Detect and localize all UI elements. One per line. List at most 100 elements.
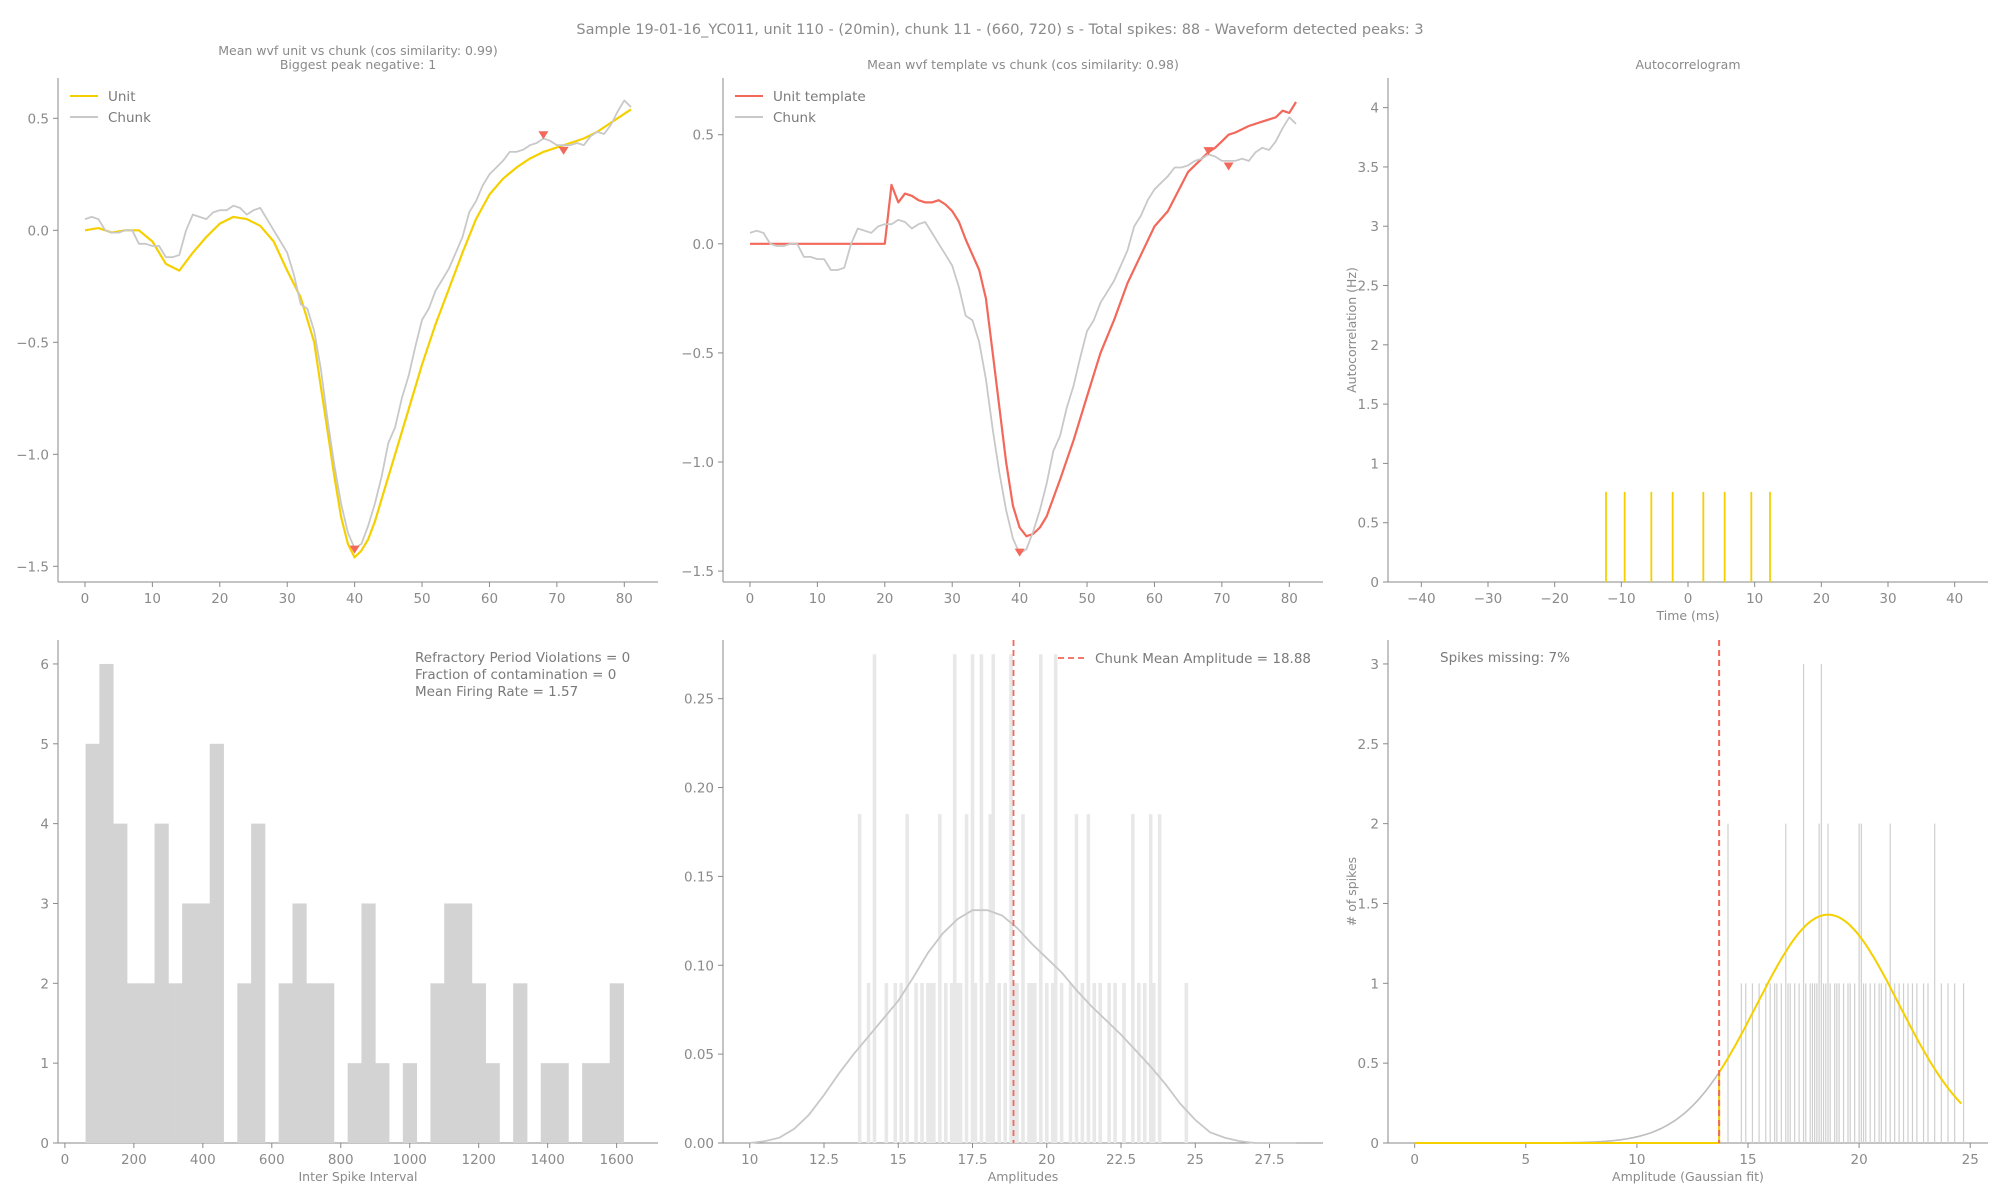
amplitude-bar <box>866 983 871 1143</box>
x-axis-label: Amplitude (Gaussian fit) <box>1612 1169 1764 1184</box>
x-tick-label: 0 <box>81 591 90 607</box>
isi-bar <box>85 743 100 1143</box>
amplitude-bar <box>857 814 862 1143</box>
amplitude-bar <box>905 814 909 1143</box>
y-tick-label: 3.5 <box>1358 160 1379 176</box>
x-tick-label: 25 <box>1187 1152 1204 1168</box>
y-tick-label: 0 <box>1370 575 1379 591</box>
subplot-title: Autocorrelogram <box>1635 57 1740 72</box>
x-tick-label: 800 <box>328 1152 354 1168</box>
amplitude-bar <box>1143 983 1147 1143</box>
isi-bar <box>609 983 624 1143</box>
amplitude-bar <box>1157 814 1162 1143</box>
amplitude-bar <box>1009 654 1013 1143</box>
amplitude-bar <box>1122 983 1126 1143</box>
peak-marker <box>1223 162 1234 171</box>
amplitude-bar <box>1021 814 1025 1143</box>
x-tick-label: 0 <box>746 591 755 607</box>
x-tick-label: −20 <box>1540 591 1569 607</box>
x-tick-label: 20 <box>1851 1152 1868 1168</box>
x-tick-label: 20 <box>211 591 228 607</box>
y-tick-label: 2.5 <box>1358 279 1379 295</box>
isi-bar <box>444 903 459 1143</box>
x-axis-label: Inter Spike Interval <box>299 1169 418 1184</box>
amplitude-bar <box>884 983 889 1143</box>
y-tick-label: 6 <box>40 657 49 673</box>
x-tick-label: 1600 <box>599 1152 633 1168</box>
x-tick-label: 20 <box>1038 1152 1055 1168</box>
series-line-2 <box>84 99 632 550</box>
amplitude-bar <box>1059 983 1064 1143</box>
y-axis-label: Autocorrelation (Hz) <box>1344 267 1359 393</box>
amplitude-bar <box>1113 983 1117 1143</box>
y-tick-label: 0.0 <box>693 237 714 253</box>
amplitude-bar <box>1050 983 1055 1143</box>
isi-bar <box>458 903 473 1143</box>
isi-bar <box>513 983 528 1143</box>
y-tick-label: 0.10 <box>684 958 714 974</box>
x-tick-label: 15 <box>1739 1152 1756 1168</box>
amplitude-bar <box>1053 654 1058 1143</box>
x-tick-label: 15 <box>890 1152 907 1168</box>
x-tick-label: 12.5 <box>809 1152 839 1168</box>
isi-bar <box>209 743 224 1143</box>
y-tick-label: 0.25 <box>684 692 714 708</box>
y-tick-label: 0.20 <box>684 781 714 797</box>
amplitude-bar <box>1074 814 1079 1143</box>
x-tick-label: 10 <box>1628 1152 1645 1168</box>
subplot-3: −40 −30 −20 −10 0 10 20 30 40 0 0.5 1 1.5 2 2.5 3 3.5 4 Au… <box>1344 57 1988 623</box>
x-axis-label: Time (ms) <box>1655 608 1719 623</box>
series-line-2 <box>749 116 1297 555</box>
y-tick-label: 1.5 <box>1358 896 1379 912</box>
y-tick-label: 3 <box>1370 657 1379 673</box>
amplitude-bar <box>1148 814 1153 1143</box>
amplitude-bar <box>1015 983 1019 1143</box>
isi-bar <box>278 983 293 1143</box>
amplitude-bar <box>914 983 918 1143</box>
amplitude-bar <box>899 983 903 1143</box>
y-tick-label: 1 <box>1370 976 1379 992</box>
amplitude-bar <box>955 983 960 1143</box>
amplitude-bar <box>1184 983 1189 1143</box>
subplot-title: Mean wvf unit vs chunk (cos similarity: … <box>218 43 498 58</box>
x-tick-label: 5 <box>1521 1152 1530 1168</box>
isi-bar <box>540 1063 555 1143</box>
y-tick-label: −0.5 <box>16 335 49 351</box>
amplitude-bar <box>1080 983 1085 1143</box>
y-tick-label: 0.5 <box>1358 516 1379 532</box>
amplitude-bar <box>1131 814 1135 1143</box>
x-tick-label: 50 <box>413 591 430 607</box>
x-tick-label: −10 <box>1607 591 1636 607</box>
legend-label: Unit template <box>773 89 866 105</box>
y-tick-label: 5 <box>40 737 49 753</box>
y-tick-label: −1.0 <box>16 447 49 463</box>
amplitude-bar <box>938 814 942 1143</box>
isi-bar <box>154 823 169 1143</box>
subplot-subtitle: Biggest peak negative: 1 <box>280 57 436 72</box>
isi-bar <box>168 983 183 1143</box>
y-tick-label: 3 <box>40 896 49 912</box>
isi-annotation: Mean Firing Rate = 1.57 <box>415 684 578 700</box>
x-tick-label: 10 <box>144 591 161 607</box>
kde-line <box>749 909 1297 1144</box>
amplitude-bar <box>1107 983 1111 1143</box>
amplitude-bar <box>1137 983 1141 1143</box>
x-tick-label: 0 <box>1684 591 1693 607</box>
y-tick-label: 0.15 <box>684 869 714 885</box>
series-line-1 <box>750 101 1297 538</box>
x-tick-label: 40 <box>1011 591 1028 607</box>
x-tick-label: 30 <box>279 591 296 607</box>
amplitude-bar <box>1068 983 1073 1143</box>
amplitude-bar <box>988 814 993 1143</box>
y-tick-label: 1.5 <box>1358 397 1379 413</box>
peak-marker <box>1014 548 1025 557</box>
y-tick-label: 0.5 <box>28 111 49 127</box>
amplitude-bar <box>1151 983 1156 1143</box>
isi-bar <box>320 983 335 1143</box>
amplitude-bar <box>929 983 933 1143</box>
subplot-1: 0 10 20 30 40 50 60 70 80 −1.5 −1.0 −0.5 0.0 0.5 Mean … <box>16 43 658 607</box>
y-tick-label: 4 <box>40 817 49 833</box>
x-tick-label: 60 <box>1146 591 1163 607</box>
amplitude-bar <box>920 983 924 1143</box>
y-tick-label: 4 <box>1370 101 1379 117</box>
